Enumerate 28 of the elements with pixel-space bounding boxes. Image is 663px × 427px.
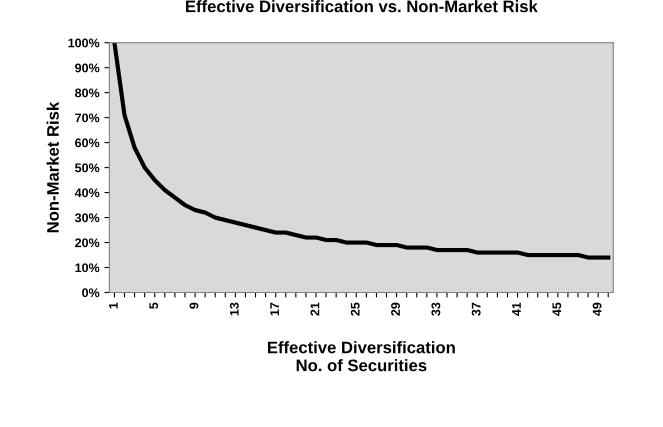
y-tick-label: 100% [68, 38, 100, 48]
x-tick-label: 5 [149, 302, 158, 309]
y-tick-label: 10% [75, 263, 100, 272]
y-tick-label: 20% [75, 238, 100, 248]
x-tick-label: 17 [270, 302, 279, 316]
x-tick-label: 37 [472, 302, 481, 316]
y-tick-label: 90% [75, 63, 100, 72]
x-axis-title: Effective Diversification No. of Securities [268, 341, 455, 372]
x-tick-label: 45 [552, 302, 562, 316]
x-tick-label: 13 [230, 302, 239, 316]
x-tick-label: 1 [109, 302, 118, 308]
x-tick-label: 41 [512, 302, 521, 316]
y-tick-label: 60% [75, 138, 100, 148]
x-tick-label: 29 [391, 302, 400, 316]
line-series [112, 42, 610, 260]
y-tick-label: 30% [74, 213, 100, 222]
y-tick-label: 70% [75, 113, 100, 122]
chart-title: Effective Diversification vs. Non-Market Risk [186, 0, 538, 12]
y-tick-label: 0% [82, 288, 100, 298]
x-tick-label: 21 [310, 302, 320, 316]
y-tick-label: 50% [75, 163, 100, 172]
y-axis-title: Non-Market Risk [46, 102, 59, 232]
x-tick-label: 33 [431, 302, 440, 316]
x-tick-label: 49 [592, 302, 602, 316]
x-tick-label: 25 [350, 302, 360, 316]
x-tick-label: 9 [190, 302, 198, 309]
y-tick-label: 80% [75, 88, 100, 98]
y-tick-label: 40% [74, 188, 100, 198]
